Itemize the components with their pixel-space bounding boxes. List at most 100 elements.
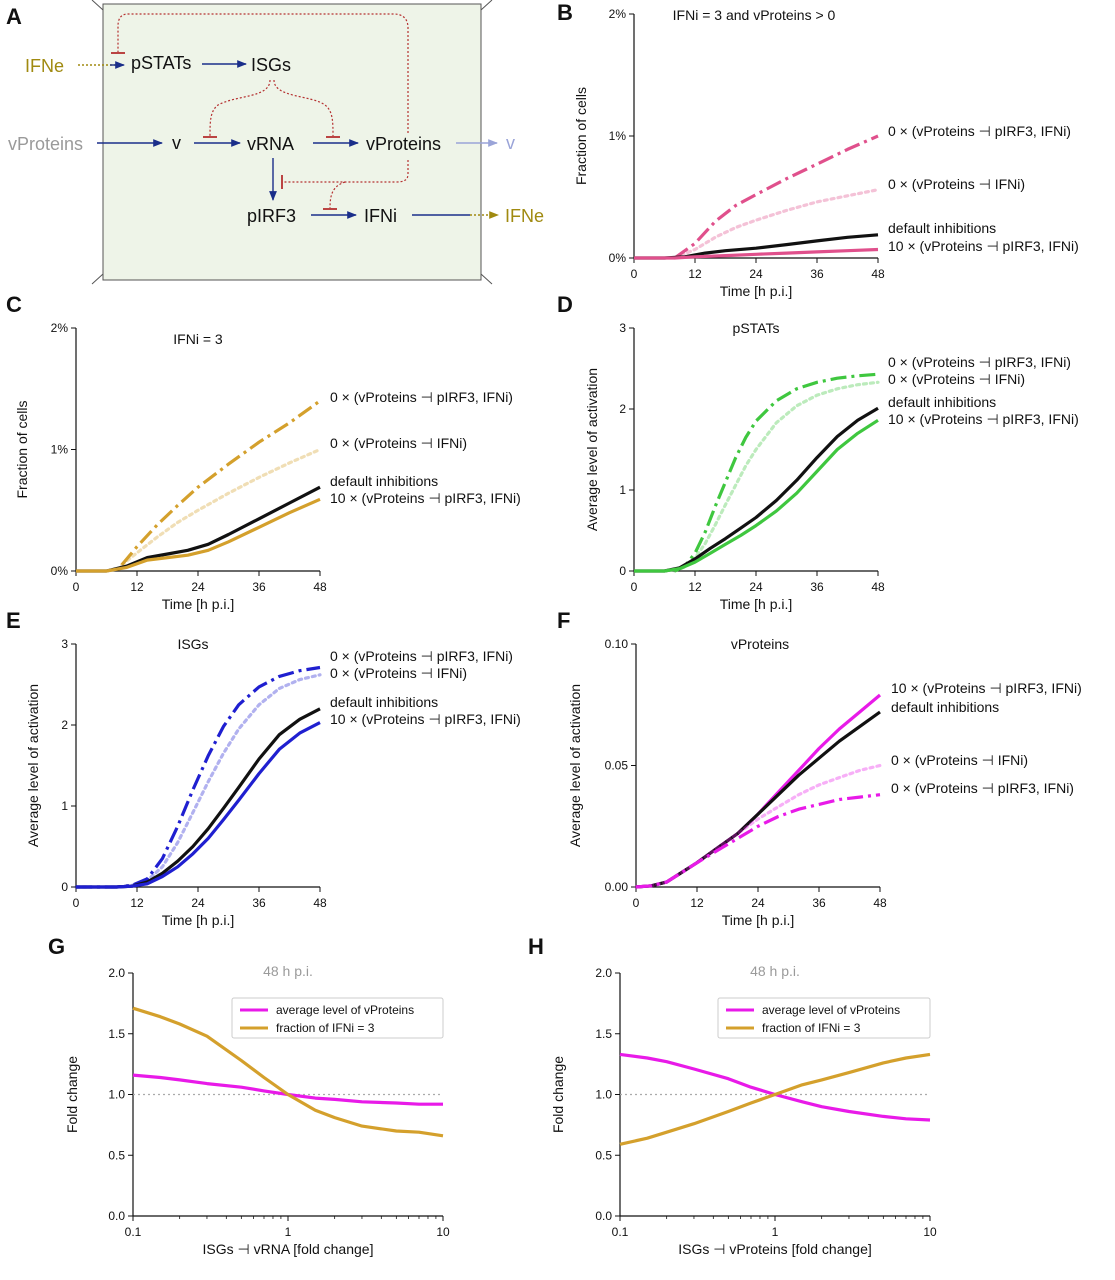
- y-tick-label: 2: [61, 718, 68, 732]
- legend-label: 10 × (vProteins ⊣ pIRF3, IFNi): [330, 490, 521, 506]
- x-tick-label: 24: [191, 580, 205, 594]
- x-tick-label: 48: [313, 580, 327, 594]
- x-tick-label: 0.1: [612, 1225, 629, 1239]
- y-axis-label: Average level of activation: [25, 684, 41, 847]
- x-tick-label: 0: [631, 267, 638, 281]
- y-tick-label: 2: [619, 402, 626, 416]
- x-axis-label: Time [h p.i.]: [720, 283, 793, 299]
- series-line-1: [635, 693, 882, 889]
- y-tick-label: 0.0: [595, 1209, 612, 1223]
- corner-mark: [480, 0, 493, 11]
- legend-label: fraction of IFNi = 3: [276, 1021, 375, 1035]
- y-axis-label: Fraction of cells: [14, 400, 30, 498]
- x-tick-label: 36: [810, 580, 824, 594]
- y-tick-label: 2.0: [108, 966, 125, 980]
- inhibit-vproteins-pirf3: [282, 160, 409, 183]
- y-tick-label: 0.00: [605, 880, 629, 894]
- x-tick-label: 12: [690, 896, 704, 910]
- legend-label: default inhibitions: [330, 473, 438, 489]
- x-tick-label: 36: [812, 896, 826, 910]
- legend-label: 0 × (vProteins ⊣ pIRF3, IFNi): [330, 389, 513, 405]
- series-line-4: [634, 247, 879, 260]
- node-ifni: IFNi: [364, 206, 397, 226]
- y-tick-label: 0%: [609, 251, 627, 265]
- legend-label: average level of vProteins: [276, 1003, 414, 1017]
- corner-mark: [480, 273, 493, 285]
- inhibit-vproteins-pstats: [117, 13, 409, 133]
- panel-letter: F: [557, 608, 570, 633]
- y-tick-label: 3: [61, 637, 68, 651]
- x-tick-label: 12: [688, 267, 702, 281]
- inhibit-isgs-vrna: [209, 79, 271, 137]
- x-tick-label: 10: [436, 1225, 450, 1239]
- legend-label: default inhibitions: [891, 699, 999, 715]
- legend-label: default inhibitions: [888, 394, 996, 410]
- panel-letter: D: [557, 292, 573, 317]
- legend-label: 0 × (vProteins ⊣ IFNi): [891, 752, 1028, 768]
- corner-mark: [91, 0, 104, 11]
- x-tick-label: 36: [252, 896, 266, 910]
- y-tick-label: 0: [61, 880, 68, 894]
- legend-label: default inhibitions: [888, 220, 996, 236]
- panel-letter-a: A: [6, 4, 22, 29]
- series-line-1: [673, 134, 879, 260]
- legend-label: 0 × (vProteins ⊣ IFNi): [888, 371, 1025, 387]
- corner-mark: [91, 273, 104, 285]
- signaling-diagram: A IFNe pSTATs ISGs vProteins v vRNA vPro…: [6, 0, 544, 285]
- panel-letter: C: [6, 292, 22, 317]
- y-tick-label: 0.0: [108, 1209, 125, 1223]
- node-vproteins-in: vProteins: [8, 134, 83, 154]
- y-tick-label: 0.05: [605, 759, 629, 773]
- y-tick-label: 3: [619, 321, 626, 335]
- x-tick-label: 48: [873, 896, 887, 910]
- x-tick-label: 48: [871, 267, 885, 281]
- x-axis-label: ISGs ⊣ vRNA [fold change]: [203, 1241, 374, 1257]
- y-tick-label: 1%: [51, 443, 69, 457]
- y-tick-label: 0.5: [108, 1148, 125, 1162]
- node-pstats: pSTATs: [131, 53, 191, 73]
- series-line-2: [673, 380, 880, 573]
- inhibit-vproteins-ifni: [329, 181, 346, 209]
- node-ifne-out: IFNe: [505, 206, 544, 226]
- legend-box: [231, 997, 444, 1039]
- y-axis-label: Fold change: [550, 1056, 566, 1133]
- legend-label: 10 × (vProteins ⊣ pIRF3, IFNi): [888, 411, 1079, 427]
- y-tick-label: 0.10: [605, 637, 629, 651]
- x-tick-label: 24: [751, 896, 765, 910]
- series-line-4: [635, 793, 881, 889]
- panel-letter: E: [6, 608, 21, 633]
- series-line-2: [673, 188, 880, 260]
- legend-label: 0 × (vProteins ⊣ pIRF3, IFNi): [888, 123, 1071, 139]
- chart-title: IFNi = 3 and vProteins > 0: [673, 7, 836, 23]
- x-tick-label: 12: [130, 896, 144, 910]
- node-v: v: [172, 133, 181, 153]
- legend-label: 10 × (vProteins ⊣ pIRF3, IFNi): [891, 680, 1082, 696]
- legend-label: 10 × (vProteins ⊣ pIRF3, IFNi): [330, 711, 521, 727]
- series-line-4: [76, 721, 321, 889]
- x-tick-label: 0: [73, 580, 80, 594]
- x-tick-label: 0: [631, 580, 638, 594]
- y-tick-label: 2.0: [595, 966, 612, 980]
- series-line-1: [674, 372, 879, 573]
- series-line-4: [76, 497, 321, 573]
- y-tick-label: 1.5: [595, 1027, 612, 1041]
- y-axis-label: Average level of activation: [567, 684, 583, 847]
- y-tick-label: 1.0: [595, 1088, 612, 1102]
- node-isgs: ISGs: [251, 55, 291, 75]
- inhibit-isgs-vproteins: [273, 79, 334, 137]
- x-tick-label: 0: [73, 896, 80, 910]
- y-axis-label: Fraction of cells: [573, 87, 589, 185]
- series-line-3: [76, 707, 321, 889]
- inhibition-lines: [117, 13, 409, 209]
- x-tick-label: 36: [252, 580, 266, 594]
- x-tick-label: 12: [130, 580, 144, 594]
- series-line-1: [76, 665, 321, 889]
- series-line-1: [132, 1073, 443, 1106]
- series-line-2: [132, 1006, 444, 1138]
- x-axis-label: Time [h p.i.]: [162, 596, 235, 612]
- y-axis-label: Fold change: [64, 1056, 80, 1133]
